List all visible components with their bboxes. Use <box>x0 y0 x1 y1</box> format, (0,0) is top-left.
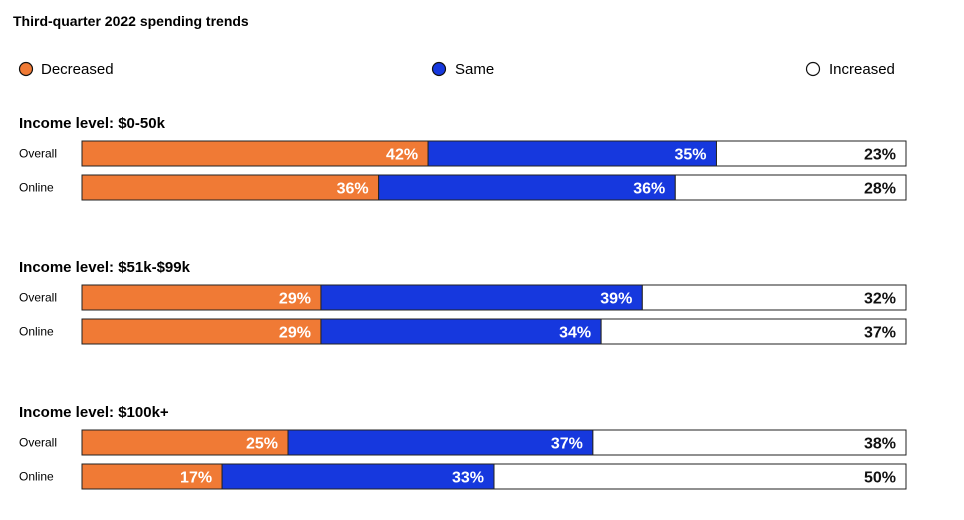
row-label: Overall <box>19 147 57 161</box>
bar-row-overall: Overall 42% 35% 23% <box>19 140 907 167</box>
legend-marker-increased <box>805 61 821 77</box>
bar-segment-increased <box>715 140 907 167</box>
value-label-same: 35% <box>674 147 706 164</box>
legend-item-decreased: Decreased <box>18 61 114 78</box>
bar-segment-increased <box>592 429 907 456</box>
bar-segment-same <box>320 318 602 345</box>
legend-marker-decreased <box>18 61 34 77</box>
value-label-increased: 32% <box>864 291 896 308</box>
value-label-same: 33% <box>452 470 484 487</box>
bar-segment-decreased <box>81 284 322 311</box>
row-label: Overall <box>19 436 57 450</box>
row-label: Overall <box>19 291 57 305</box>
value-label-increased: 38% <box>864 436 896 453</box>
value-label-decreased: 17% <box>180 470 212 487</box>
value-label-decreased: 29% <box>279 291 311 308</box>
chart-title: Third-quarter 2022 spending trends <box>13 13 249 29</box>
value-label-increased: 23% <box>864 147 896 164</box>
value-label-same: 37% <box>551 436 583 453</box>
row-label: Online <box>19 325 54 339</box>
bar-segment-same <box>378 174 676 201</box>
value-label-same: 34% <box>559 325 591 342</box>
bar-segment-decreased <box>81 429 289 456</box>
row-label: Online <box>19 470 54 484</box>
value-label-increased: 50% <box>864 470 896 487</box>
bar-segment-decreased <box>81 140 429 167</box>
value-label-same: 36% <box>633 181 665 198</box>
bar-row-overall: Overall 29% 39% 32% <box>19 284 907 311</box>
bar-row-online: Online 17% 33% 50% <box>19 463 907 490</box>
legend-label-increased: Increased <box>829 61 895 78</box>
legend-label-same: Same <box>455 61 494 78</box>
group-title: Income level: $0-50k <box>19 115 166 132</box>
group-title: Income level: $51k-$99k <box>19 259 191 276</box>
bar-row-online: Online 36% 36% 28% <box>19 174 907 201</box>
bar-row-overall: Overall 25% 37% 38% <box>19 429 907 456</box>
bar-segment-same <box>427 140 717 167</box>
bar-segment-decreased <box>81 318 322 345</box>
value-label-same: 39% <box>600 291 632 308</box>
value-label-decreased: 42% <box>386 147 418 164</box>
group-title: Income level: $100k+ <box>19 404 169 421</box>
value-label-increased: 37% <box>864 325 896 342</box>
bar-groups: Income level: $0-50k Overall 42% 35% 23% Onli… <box>19 115 907 490</box>
bar-segment-decreased <box>81 463 223 490</box>
row-label: Online <box>19 181 54 195</box>
bar-segment-same <box>287 429 594 456</box>
legend-label-decreased: Decreased <box>41 61 114 78</box>
legend: Decreased Same Increased <box>18 61 895 78</box>
legend-item-increased: Increased <box>805 61 895 78</box>
legend-item-same: Same <box>431 61 494 78</box>
bar-segment-increased <box>600 318 907 345</box>
value-label-decreased: 29% <box>279 325 311 342</box>
value-label-decreased: 25% <box>246 436 278 453</box>
bar-segment-same <box>320 284 643 311</box>
bar-segment-increased <box>493 463 907 490</box>
bar-group-1: Income level: $0-50k Overall 42% 35% 23% Onli… <box>19 115 907 201</box>
value-label-decreased: 36% <box>337 181 369 198</box>
value-label-increased: 28% <box>864 181 896 198</box>
bar-segment-decreased <box>81 174 380 201</box>
bar-segment-same <box>221 463 495 490</box>
bar-segment-increased <box>641 284 907 311</box>
legend-marker-same <box>431 61 447 77</box>
bar-group-3: Income level: $100k+ Overall 25% 37% 38% Onli… <box>19 404 907 490</box>
bar-segment-increased <box>674 174 907 201</box>
bar-row-online: Online 29% 34% 37% <box>19 318 907 345</box>
